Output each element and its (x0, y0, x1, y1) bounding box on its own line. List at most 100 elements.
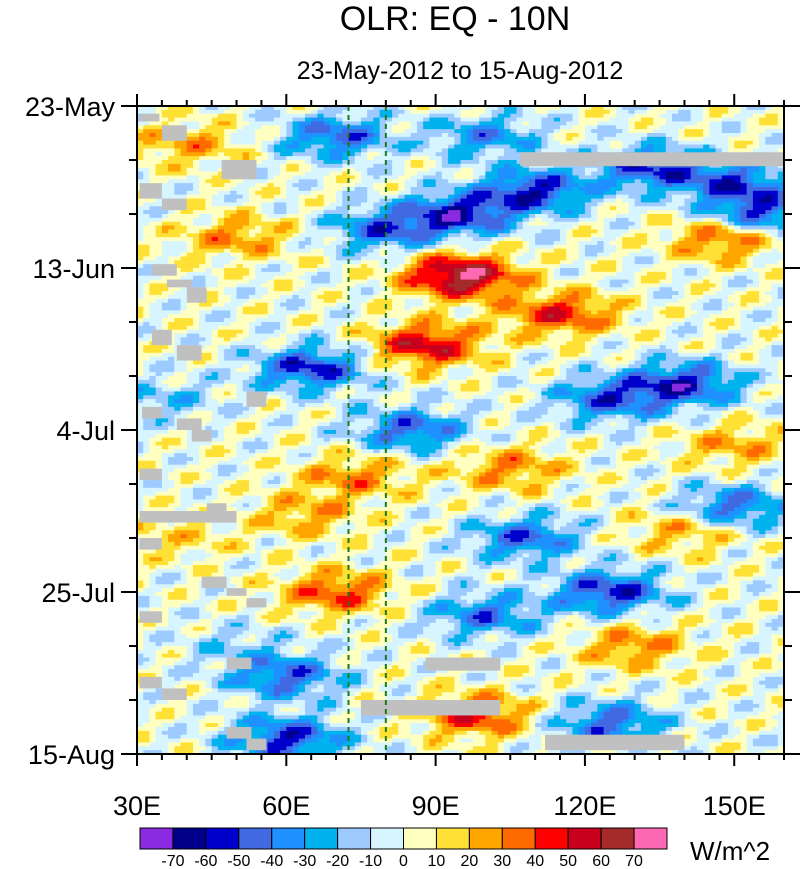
heatmap-cell (304, 287, 312, 292)
heatmap-cell (566, 225, 574, 231)
heatmap-cell (653, 117, 661, 123)
heatmap-cell (460, 160, 468, 165)
heatmap-cell (354, 206, 362, 211)
heatmap-cell (155, 256, 163, 261)
heatmap-cell (759, 113, 766, 119)
heatmap-cell (460, 217, 468, 223)
heatmap-cell (242, 248, 250, 254)
heatmap-cell (541, 221, 549, 227)
heatmap-cell (479, 179, 486, 184)
heatmap-cell (360, 160, 368, 165)
heatmap-cell (740, 225, 748, 231)
heatmap-cell (715, 187, 723, 192)
heatmap-cell (168, 241, 175, 246)
heatmap-cell (460, 121, 468, 126)
heatmap-cell (566, 206, 574, 211)
heatmap-cell (535, 237, 542, 242)
heatmap-cell (423, 160, 430, 165)
heatmap-cell (435, 179, 443, 184)
heatmap-cell (267, 287, 275, 292)
heatmap-cell (435, 133, 443, 138)
heatmap-cell (609, 194, 617, 200)
heatmap-cell (143, 283, 151, 288)
heatmap-cell (777, 148, 784, 153)
heatmap-cell (777, 260, 784, 265)
chart-title: OLR: EQ - 10N (340, 0, 571, 38)
heatmap-cell (317, 194, 325, 200)
heatmap-cell (771, 202, 779, 207)
heatmap-cell (286, 117, 294, 123)
heatmap-cell (485, 140, 493, 146)
heatmap-cell (591, 229, 598, 234)
heatmap-cell (186, 229, 194, 234)
heatmap-cell (348, 260, 356, 265)
heatmap-cell (696, 202, 704, 207)
heatmap-cell (454, 233, 462, 238)
heatmap-cell (360, 237, 368, 242)
heatmap-cell (367, 187, 374, 192)
heatmap-cell (510, 117, 518, 123)
heatmap-cell (721, 133, 729, 138)
heatmap-cell (634, 194, 642, 200)
heatmap-cell (690, 129, 698, 134)
heatmap-cell (329, 144, 337, 150)
heatmap-cell (578, 198, 586, 204)
heatmap-cell (460, 214, 468, 219)
heatmap-cell (684, 260, 692, 265)
heatmap-cell (703, 144, 710, 150)
heatmap-cell (746, 210, 754, 215)
heatmap-cell (771, 229, 779, 234)
heatmap-cell (721, 268, 729, 273)
heatmap-cell (280, 194, 287, 200)
heatmap-cell (323, 260, 331, 265)
heatmap-cell (404, 144, 412, 150)
heatmap-cell (155, 252, 163, 258)
heatmap-cell (255, 136, 263, 142)
heatmap-cell (777, 194, 784, 200)
heatmap-cell (230, 244, 238, 250)
heatmap-cell (261, 133, 269, 138)
heatmap-cell (460, 210, 468, 215)
heatmap-cell (504, 279, 511, 285)
heatmap-cell (304, 187, 312, 192)
heatmap-cell (180, 241, 188, 246)
heatmap-cell (248, 260, 256, 265)
heatmap-cell (497, 271, 505, 277)
heatmap-cell (485, 252, 493, 258)
heatmap-cell (373, 129, 381, 134)
heatmap-cell (199, 248, 207, 254)
heatmap-cell (466, 163, 474, 169)
heatmap-cell (528, 268, 536, 273)
heatmap-cell (734, 144, 742, 150)
heatmap-cell (535, 275, 542, 281)
heatmap-cell (634, 214, 642, 219)
heatmap-cell (535, 140, 542, 146)
heatmap-cell (379, 256, 387, 261)
heatmap-cell (149, 133, 157, 138)
heatmap-cell (634, 198, 642, 204)
heatmap-cell (205, 187, 213, 192)
heatmap-cell (703, 233, 710, 238)
heatmap-cell (342, 144, 350, 150)
heatmap-cell (410, 248, 418, 254)
heatmap-cell (653, 268, 661, 273)
heatmap-cell (255, 125, 263, 130)
heatmap-cell (584, 260, 592, 265)
heatmap-cell (304, 241, 312, 246)
heatmap-cell (672, 148, 679, 153)
heatmap-cell (236, 248, 244, 254)
heatmap-cell (553, 190, 561, 196)
heatmap-cell (385, 163, 393, 169)
heatmap-cell (298, 202, 306, 207)
heatmap-cell (678, 187, 686, 192)
heatmap-cell (379, 217, 387, 223)
heatmap-cell (292, 248, 300, 254)
heatmap-cell (690, 187, 698, 192)
heatmap-cell (261, 113, 269, 119)
heatmap-cell (286, 171, 294, 177)
heatmap-cell (472, 160, 480, 165)
heatmap-cell (721, 225, 729, 231)
heatmap-cell (734, 129, 742, 134)
heatmap-cell (616, 148, 623, 153)
heatmap-cell (634, 179, 642, 184)
